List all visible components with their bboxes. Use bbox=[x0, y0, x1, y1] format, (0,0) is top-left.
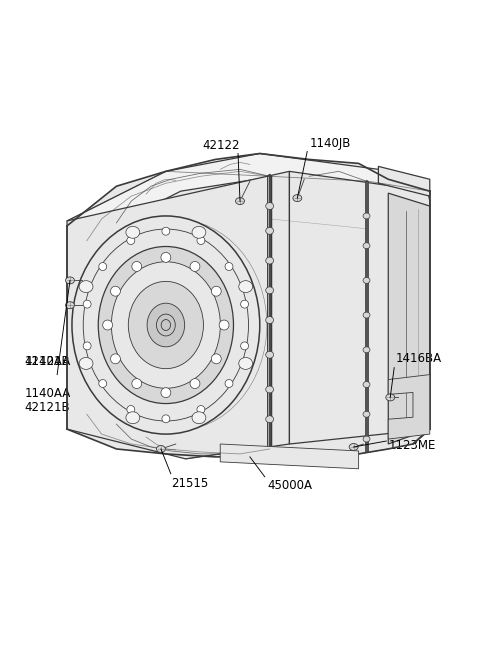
Ellipse shape bbox=[128, 282, 204, 369]
Ellipse shape bbox=[266, 316, 274, 324]
Ellipse shape bbox=[236, 198, 244, 204]
Ellipse shape bbox=[363, 347, 370, 353]
Ellipse shape bbox=[132, 261, 142, 271]
Text: 1123ME: 1123ME bbox=[388, 439, 436, 452]
Polygon shape bbox=[364, 181, 369, 452]
Polygon shape bbox=[67, 172, 289, 459]
Ellipse shape bbox=[126, 227, 140, 238]
Ellipse shape bbox=[83, 342, 91, 350]
Ellipse shape bbox=[363, 243, 370, 249]
Ellipse shape bbox=[72, 216, 260, 434]
Ellipse shape bbox=[127, 405, 135, 413]
Ellipse shape bbox=[363, 312, 370, 318]
Ellipse shape bbox=[83, 229, 249, 421]
Ellipse shape bbox=[293, 195, 302, 202]
Ellipse shape bbox=[161, 252, 171, 263]
Ellipse shape bbox=[192, 412, 206, 424]
Ellipse shape bbox=[240, 300, 249, 308]
Ellipse shape bbox=[211, 286, 221, 296]
Ellipse shape bbox=[266, 287, 274, 294]
Text: 1140AA: 1140AA bbox=[24, 354, 71, 367]
Polygon shape bbox=[289, 172, 430, 444]
Polygon shape bbox=[388, 193, 430, 444]
Ellipse shape bbox=[192, 227, 206, 238]
Ellipse shape bbox=[266, 416, 274, 422]
Ellipse shape bbox=[363, 411, 370, 417]
Ellipse shape bbox=[66, 302, 74, 309]
Ellipse shape bbox=[349, 443, 358, 451]
Ellipse shape bbox=[156, 445, 166, 453]
Ellipse shape bbox=[219, 320, 229, 330]
Ellipse shape bbox=[266, 351, 274, 358]
Text: 42121B: 42121B bbox=[24, 340, 70, 367]
Ellipse shape bbox=[126, 412, 140, 424]
Ellipse shape bbox=[197, 405, 205, 413]
Text: 42121B: 42121B bbox=[24, 402, 70, 415]
Ellipse shape bbox=[162, 227, 170, 235]
Ellipse shape bbox=[162, 415, 170, 422]
Ellipse shape bbox=[266, 202, 274, 210]
Polygon shape bbox=[220, 444, 359, 469]
Ellipse shape bbox=[110, 354, 120, 364]
Ellipse shape bbox=[240, 342, 249, 350]
Ellipse shape bbox=[363, 436, 370, 442]
Ellipse shape bbox=[363, 213, 370, 219]
Ellipse shape bbox=[98, 246, 233, 403]
Ellipse shape bbox=[103, 320, 113, 330]
Ellipse shape bbox=[161, 320, 170, 331]
Ellipse shape bbox=[266, 386, 274, 393]
Ellipse shape bbox=[111, 262, 220, 388]
Ellipse shape bbox=[363, 278, 370, 284]
Ellipse shape bbox=[66, 277, 74, 284]
Text: 42122: 42122 bbox=[203, 138, 240, 151]
Polygon shape bbox=[67, 153, 430, 239]
Ellipse shape bbox=[197, 236, 205, 244]
Ellipse shape bbox=[110, 286, 120, 296]
Ellipse shape bbox=[239, 358, 252, 369]
Text: 1140AA: 1140AA bbox=[24, 388, 71, 400]
Ellipse shape bbox=[239, 281, 252, 293]
Ellipse shape bbox=[161, 388, 171, 398]
Ellipse shape bbox=[99, 263, 107, 271]
Ellipse shape bbox=[99, 379, 107, 388]
Ellipse shape bbox=[225, 379, 233, 388]
Ellipse shape bbox=[190, 261, 200, 271]
Ellipse shape bbox=[225, 263, 233, 271]
Polygon shape bbox=[378, 166, 430, 196]
Ellipse shape bbox=[79, 358, 93, 369]
Text: 1140JB: 1140JB bbox=[309, 136, 350, 149]
Ellipse shape bbox=[266, 257, 274, 264]
Polygon shape bbox=[268, 174, 272, 451]
Ellipse shape bbox=[386, 394, 395, 401]
Text: 45000A: 45000A bbox=[268, 479, 312, 492]
Polygon shape bbox=[388, 375, 430, 439]
Ellipse shape bbox=[132, 379, 142, 388]
Ellipse shape bbox=[127, 236, 135, 244]
Ellipse shape bbox=[266, 227, 274, 234]
Ellipse shape bbox=[147, 303, 185, 347]
Ellipse shape bbox=[211, 354, 221, 364]
Text: 1416BA: 1416BA bbox=[396, 352, 442, 365]
Polygon shape bbox=[67, 153, 430, 454]
Ellipse shape bbox=[190, 379, 200, 388]
Ellipse shape bbox=[83, 300, 91, 308]
Text: 21515: 21515 bbox=[171, 477, 208, 490]
Ellipse shape bbox=[79, 281, 93, 293]
Polygon shape bbox=[67, 153, 430, 457]
Ellipse shape bbox=[156, 314, 175, 336]
Ellipse shape bbox=[363, 382, 370, 388]
